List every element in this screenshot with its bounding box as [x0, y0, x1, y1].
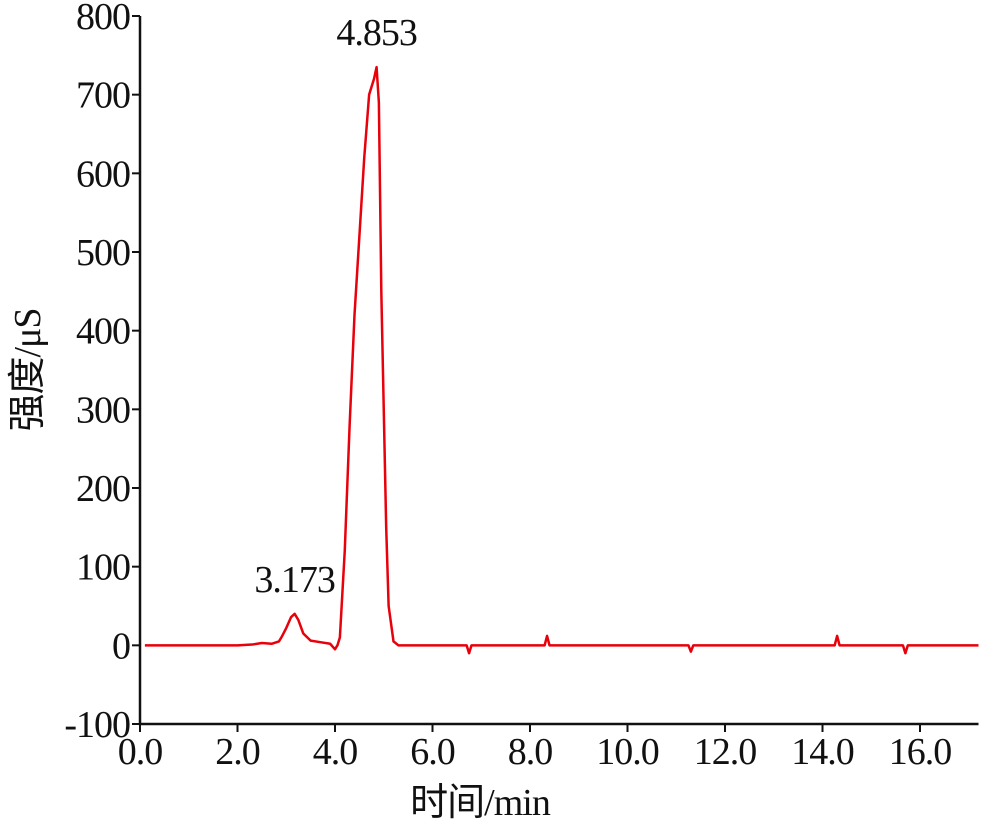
line [144, 65, 979, 655]
y-tick-label: 800 [76, 0, 130, 38]
y-tick-label: 500 [76, 232, 130, 274]
y-tick-label: 300 [76, 389, 130, 431]
y-tick-label: 100 [76, 547, 130, 589]
y-tick-label: 200 [76, 468, 130, 510]
x-tick-label: 4.0 [313, 731, 358, 773]
y-tick-label: -100 [64, 704, 130, 746]
peak-label: 4.853 [336, 12, 417, 54]
y-tick-label: 700 [76, 75, 130, 117]
y-axis-label: 强度/μS [7, 308, 49, 431]
x-tick-label: 2.0 [215, 731, 260, 773]
x-axis-label: 时间/min [410, 782, 551, 824]
x-tick-label: 6.0 [410, 731, 455, 773]
x-tick-label: 8.0 [508, 731, 553, 773]
y-tick-label: 0 [112, 625, 130, 667]
axes [138, 16, 979, 726]
x-tick-label: 0.0 [118, 731, 163, 773]
y-tick-label: 400 [76, 311, 130, 353]
x-tick-label: 16.0 [889, 731, 952, 773]
x-tick-label: 10.0 [596, 731, 659, 773]
x-tick-label: 12.0 [694, 731, 757, 773]
peak-label: 3.173 [254, 559, 335, 601]
y-tick-label: 600 [76, 153, 130, 195]
x-tick-label: 14.0 [791, 731, 854, 773]
